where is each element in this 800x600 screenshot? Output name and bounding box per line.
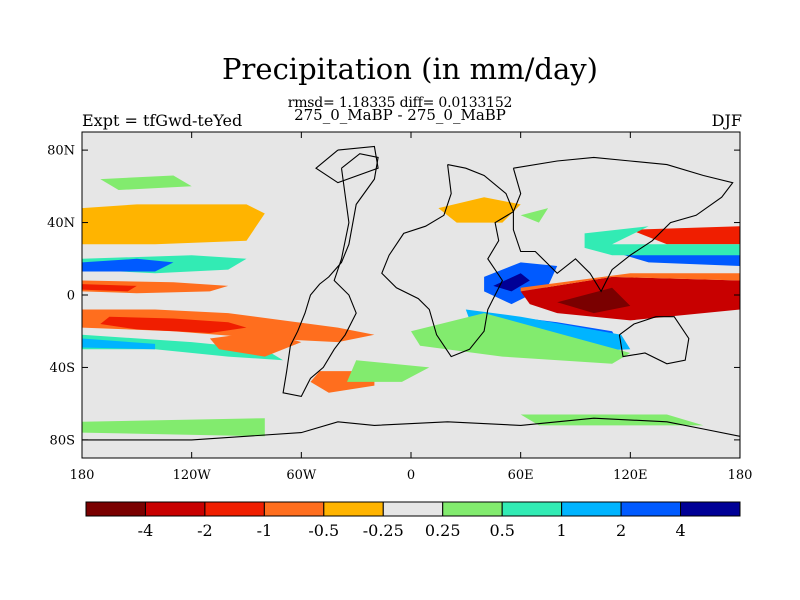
region-antarctic-green-2 — [520, 414, 704, 426]
y-tick-label: 80N — [47, 144, 75, 159]
region-indian-dry — [520, 276, 740, 321]
region-tropical-sw-dry-core — [100, 316, 247, 333]
y-tick-label: 40S — [50, 361, 75, 376]
region-africa-dark — [493, 273, 530, 292]
region-np-cyan — [584, 226, 740, 256]
colorbar-swatch — [680, 501, 741, 517]
experiment-label: Expt = tfGwd-teYed — [82, 111, 243, 130]
y-tick-label: 80S — [50, 433, 75, 448]
chart-subtitle: 275_0_MaBP - 275_0_MaBP — [294, 106, 506, 124]
region-indian-orange — [520, 273, 740, 292]
colorbar: -4 -2 -1 -0.5 -0.25 0.25 0.5 1 2 4 — [85, 501, 741, 540]
chart-title: Precipitation (in mm/day) — [222, 52, 598, 86]
region-arctic-green — [100, 175, 192, 190]
region-north-pacific-yellow — [82, 204, 265, 245]
coastline-asia — [512, 156, 734, 293]
colorbar-label: 0.25 — [425, 521, 461, 540]
coastline-antarctica — [82, 417, 740, 458]
region-pacific-blue-band — [82, 258, 174, 272]
colorbar-swatch — [382, 501, 444, 517]
season-label: DJF — [711, 111, 742, 130]
colorbar-swatch — [85, 501, 146, 517]
x-tick-label: 120E — [613, 468, 647, 483]
region-equatorial-red — [82, 284, 137, 292]
y-tick-label: 40N — [47, 216, 75, 231]
y-axis: 80N 40N 0 40S 80S — [47, 144, 740, 448]
colorbar-label: 1 — [557, 521, 567, 540]
region-antarctic-green — [82, 418, 265, 437]
colorbar-swatch — [323, 501, 384, 517]
region-np-red — [630, 226, 740, 245]
colorbar-label: 4 — [675, 521, 685, 540]
colorbar-swatch — [144, 501, 206, 517]
colorbar-swatch — [501, 501, 563, 517]
colorbar-label: -0.25 — [363, 521, 404, 540]
colorbar-label: -0.5 — [308, 521, 339, 540]
region-africa-green — [347, 360, 430, 382]
colorbar-label: 0.5 — [489, 521, 514, 540]
colorbar-swatch — [620, 501, 682, 517]
coastline-south-america — [282, 153, 379, 398]
region-eurasia-yellow — [438, 197, 521, 223]
colorbar-label: -4 — [138, 521, 154, 540]
coastlines — [82, 145, 740, 458]
coastline-africa-europe — [381, 164, 515, 358]
coastline-australia — [618, 316, 690, 365]
colorbar-swatch — [561, 501, 622, 517]
x-tick-label: 120W — [173, 468, 212, 483]
region-south-blue — [82, 338, 156, 350]
stats-line: rmsd= 1.18335 diff= 0.0133152 — [287, 95, 513, 111]
colorbar-swatch — [263, 501, 325, 517]
x-tick-label: 60E — [508, 468, 534, 483]
colorbar-label: -1 — [257, 521, 273, 540]
colorbar-swatch — [442, 501, 503, 517]
x-tick-label: 0 — [407, 468, 415, 483]
x-tick-label: 60W — [286, 468, 317, 483]
colorbar-label: -2 — [197, 521, 213, 540]
coastline-greenland — [315, 145, 379, 184]
colorbar-swatch — [204, 501, 265, 517]
region-indian-dark — [557, 287, 631, 314]
region-eurasia-green — [520, 208, 549, 223]
region-south-orange — [209, 331, 302, 357]
y-tick-label: 0 — [67, 289, 75, 304]
colorbar-label: 2 — [616, 521, 626, 540]
x-axis: 180 120W 60W 0 60E 120E 180 — [70, 132, 753, 483]
x-tick-label: 180 — [70, 468, 95, 483]
region-south-wet-band — [82, 334, 284, 361]
x-tick-label: 180 — [728, 468, 753, 483]
